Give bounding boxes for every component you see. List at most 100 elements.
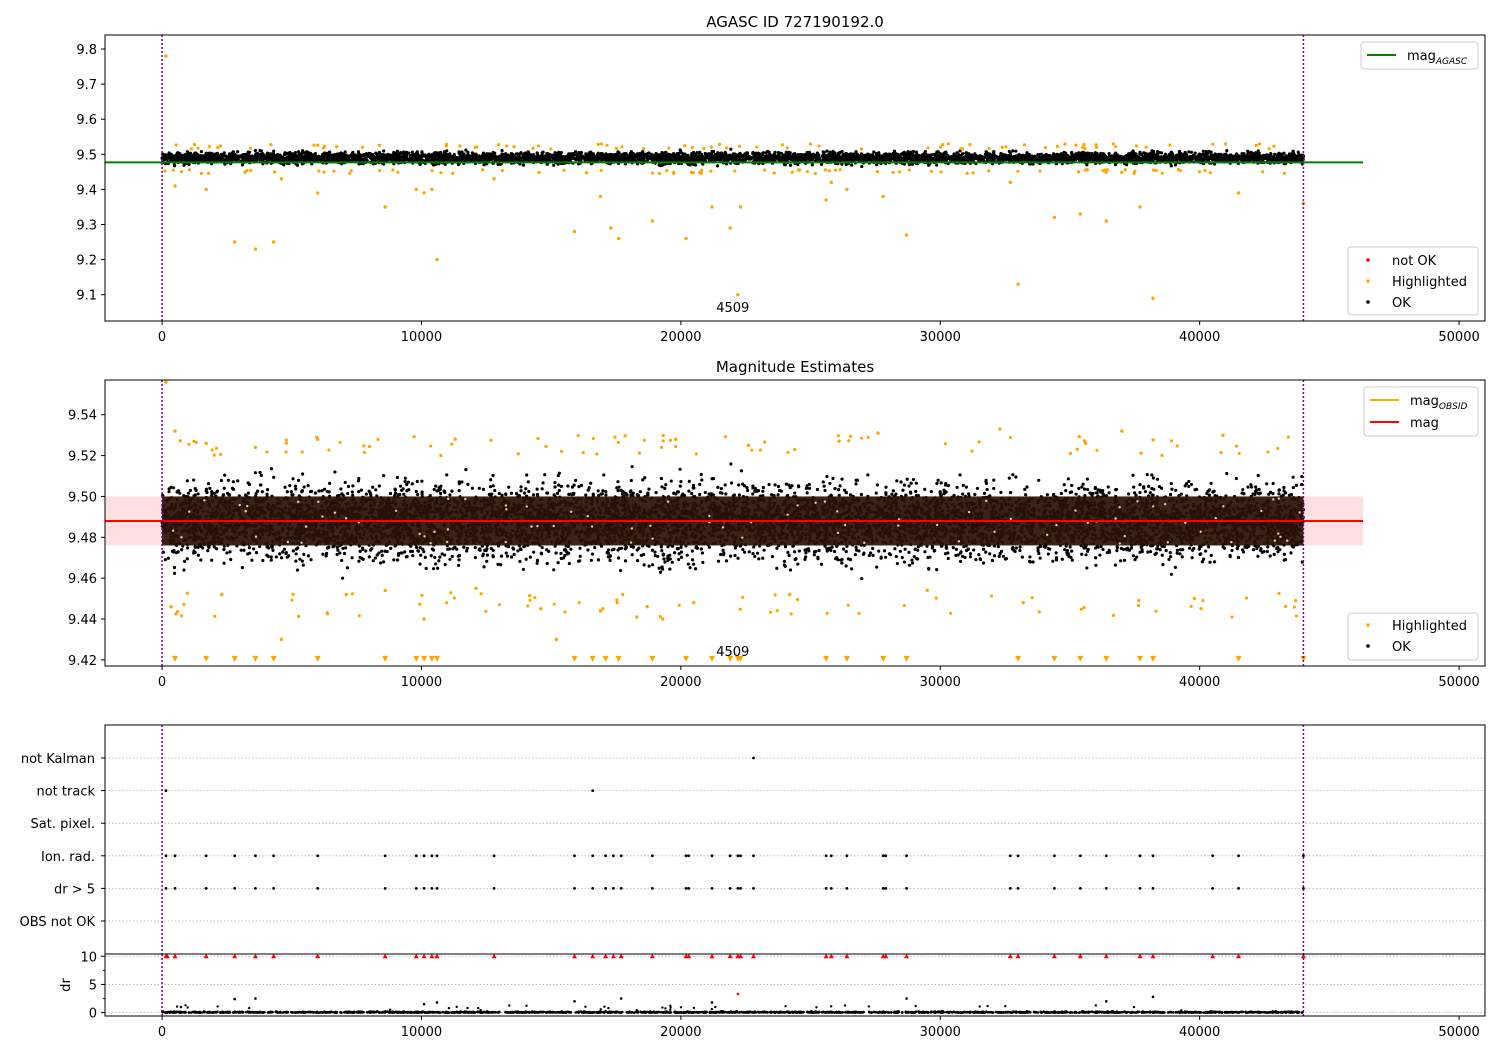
ok-point	[291, 152, 295, 156]
ok-point	[713, 152, 717, 156]
ok-point	[686, 154, 690, 159]
ok-point	[382, 149, 386, 153]
ok-point	[410, 150, 414, 154]
ok-point	[364, 152, 368, 156]
ok-point	[430, 153, 434, 157]
ok-point	[698, 152, 702, 156]
ok-point	[460, 152, 465, 157]
ok-point	[1256, 149, 1260, 153]
ok-point	[1239, 154, 1244, 159]
ok-point	[199, 150, 203, 154]
ok-point	[1104, 155, 1108, 159]
ok-point	[793, 154, 797, 158]
ok-point	[1107, 151, 1111, 156]
ok-point	[911, 149, 916, 154]
ok-point	[616, 157, 620, 161]
ok-point	[869, 158, 873, 162]
ok-point	[1213, 152, 1217, 156]
ok-point	[645, 158, 649, 162]
ok-point	[741, 156, 745, 160]
ok-point	[467, 158, 471, 162]
ok-point	[352, 153, 356, 157]
ok-point	[500, 148, 504, 153]
ok-point	[572, 157, 576, 161]
ok-point	[825, 149, 829, 153]
ok-point	[464, 148, 468, 152]
ok-point	[470, 151, 474, 155]
ok-point	[893, 152, 897, 156]
ok-point	[176, 155, 181, 159]
ok-point	[1197, 155, 1202, 159]
ok-point	[961, 152, 965, 156]
ok-point	[562, 157, 566, 161]
ok-point	[762, 157, 766, 161]
ok-point	[716, 164, 720, 168]
ok-point	[280, 157, 284, 161]
ok-point	[827, 152, 831, 156]
ok-point	[1217, 154, 1221, 158]
ok-point	[915, 158, 919, 162]
ok-point	[766, 157, 770, 161]
ok-point	[1189, 150, 1194, 154]
ok-point	[442, 158, 446, 162]
ok-point	[1225, 149, 1229, 153]
ok-point	[1082, 157, 1086, 161]
ok-point	[696, 155, 700, 159]
ok-point	[935, 163, 939, 167]
ok-point	[899, 152, 903, 156]
ok-point	[810, 163, 814, 167]
ok-point	[872, 150, 876, 154]
ok-point	[164, 157, 168, 161]
ok-point	[657, 163, 661, 167]
ok-point	[922, 152, 926, 156]
ok-point	[662, 154, 666, 158]
ok-point	[457, 162, 461, 167]
ok-point	[271, 155, 275, 159]
ok-point	[860, 164, 864, 169]
ok-point	[566, 158, 570, 162]
ok-point	[892, 155, 896, 160]
ok-point	[1266, 157, 1271, 161]
ok-point	[525, 152, 529, 156]
ok-point	[1200, 158, 1204, 162]
ok-point	[637, 155, 641, 159]
ok-point	[535, 151, 539, 155]
ok-point	[579, 152, 583, 157]
ok-point	[547, 152, 551, 156]
ok-point	[1025, 151, 1029, 155]
ok-point	[236, 154, 241, 158]
ok-point	[1249, 154, 1253, 158]
ok-point	[1071, 154, 1075, 158]
ok-point	[510, 157, 515, 161]
ok-point	[435, 152, 439, 157]
ok-point	[1067, 156, 1071, 160]
ok-point	[480, 154, 484, 159]
ok-point	[325, 155, 329, 159]
ok-point	[1213, 157, 1217, 161]
ok-point	[240, 163, 245, 167]
ok-point	[222, 151, 226, 155]
ok-point	[445, 149, 449, 153]
ok-point	[989, 157, 994, 161]
ok-point	[370, 157, 374, 161]
ok-point	[1149, 153, 1153, 157]
ok-point	[1103, 158, 1107, 162]
ok-point	[370, 153, 375, 157]
ok-point	[466, 154, 470, 158]
ok-point	[600, 158, 604, 162]
ok-point	[179, 155, 184, 159]
ok-point	[1143, 151, 1148, 155]
ok-point	[1048, 153, 1052, 158]
ok-point	[1255, 153, 1259, 157]
ok-point	[521, 163, 526, 167]
ok-point	[884, 152, 888, 156]
ok-point	[800, 153, 804, 157]
ok-point	[472, 153, 477, 157]
ok-point	[576, 156, 580, 160]
ok-point	[938, 157, 942, 161]
ok-point	[907, 150, 911, 155]
ok-point	[1293, 158, 1297, 162]
ok-point	[1236, 155, 1240, 159]
ok-point	[868, 154, 872, 158]
ok-point	[277, 157, 281, 162]
